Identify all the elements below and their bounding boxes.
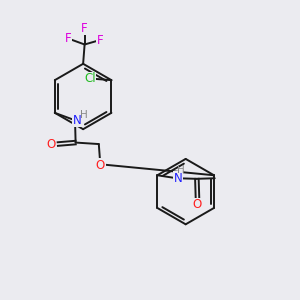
Text: F: F [97, 34, 104, 46]
Text: H: H [177, 165, 185, 175]
Text: O: O [96, 159, 105, 172]
Text: H: H [80, 110, 88, 120]
Text: Cl: Cl [84, 72, 96, 85]
Text: N: N [174, 172, 182, 185]
Text: F: F [65, 32, 72, 45]
Text: N: N [72, 114, 81, 127]
Text: O: O [46, 138, 56, 151]
Text: F: F [81, 22, 88, 34]
Text: O: O [193, 198, 202, 211]
